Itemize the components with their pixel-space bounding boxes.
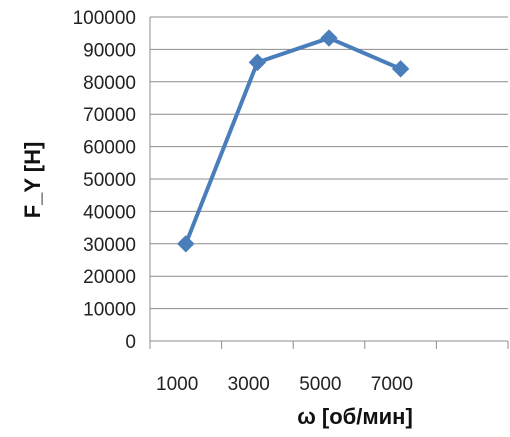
series-line bbox=[183, 36, 403, 246]
y-tick-label: 90000 bbox=[83, 40, 136, 61]
y-axis-title: F_Y [Н] bbox=[20, 142, 45, 219]
data-point-marker bbox=[177, 235, 195, 253]
y-tick-label: 70000 bbox=[83, 105, 136, 126]
y-tick-label: 100000 bbox=[73, 8, 136, 29]
data-point-marker bbox=[320, 29, 338, 47]
data-point-marker bbox=[248, 53, 267, 72]
axes bbox=[149, 17, 509, 349]
y-tick-label: 20000 bbox=[83, 267, 136, 288]
y-tick-label: 30000 bbox=[83, 235, 136, 256]
y-tick-label: 40000 bbox=[83, 202, 136, 223]
y-tick-label: 0 bbox=[125, 332, 136, 353]
series-layer bbox=[177, 29, 410, 253]
y-tick-label: 80000 bbox=[83, 73, 136, 94]
gridlines bbox=[150, 16, 508, 310]
y-tick-label: 10000 bbox=[83, 300, 136, 321]
y-tick-label: 60000 bbox=[83, 138, 136, 159]
x-tick-label: 5000 bbox=[299, 374, 341, 395]
y-tick-label: 50000 bbox=[83, 170, 136, 191]
data-point-marker bbox=[391, 60, 410, 78]
x-tick-label: 7000 bbox=[371, 374, 413, 395]
x-tick-label: 1000 bbox=[156, 374, 198, 395]
tick-labels: 0 10000 20000 30000 40000 50000 60000 70000 8000… bbox=[73, 8, 413, 395]
x-axis-title: ω [об/мин] bbox=[297, 404, 413, 429]
x-tick-label: 3000 bbox=[228, 374, 270, 395]
